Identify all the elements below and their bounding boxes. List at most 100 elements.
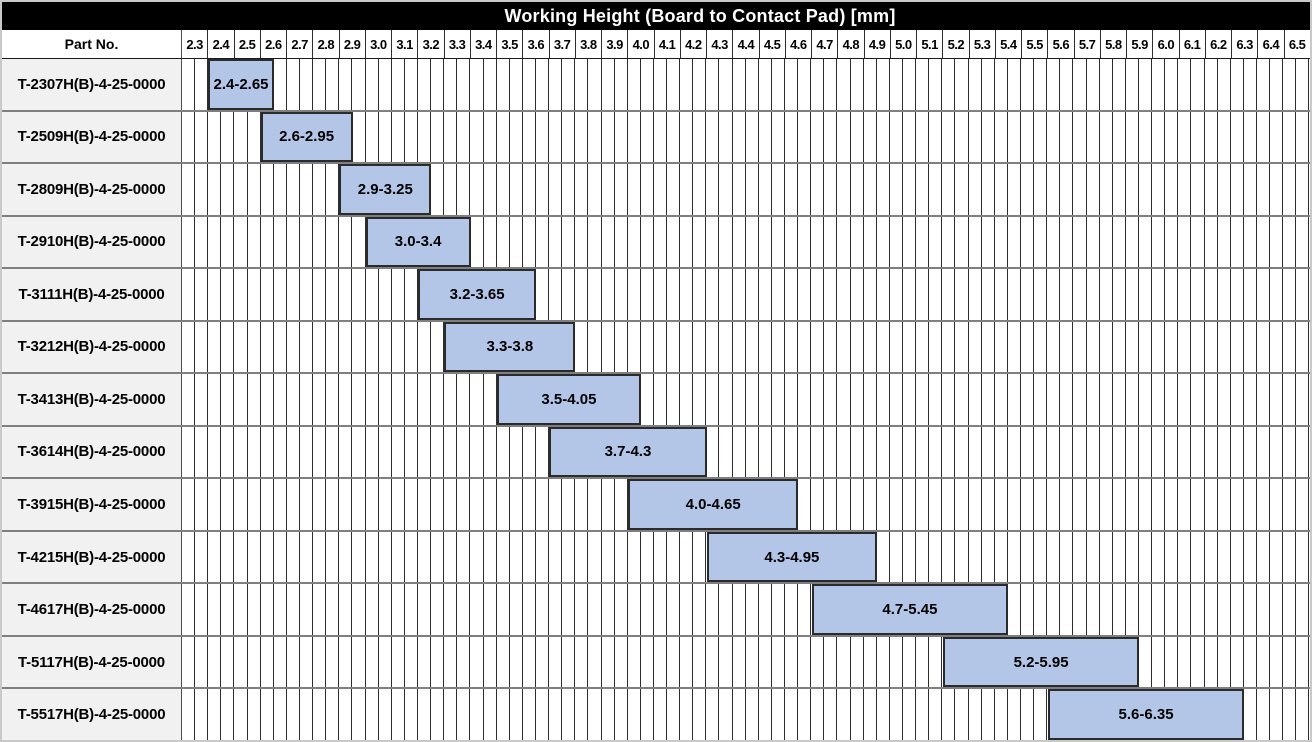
grid-cell (1087, 479, 1100, 530)
grid-cell (313, 164, 327, 215)
grid-cell (1231, 426, 1244, 478)
grid-cell (746, 111, 759, 163)
grid-cell (575, 321, 589, 373)
grid-cell (680, 689, 694, 740)
grid-cell (654, 164, 668, 215)
grid-cell (221, 269, 235, 320)
grid-cell (366, 321, 379, 373)
grid-cell (1139, 164, 1153, 215)
grid-cell (1191, 426, 1205, 478)
grid-cell (969, 374, 982, 425)
grid-cell (562, 636, 576, 688)
grid-cell (1270, 374, 1284, 425)
grid-cell (182, 584, 196, 635)
grid-cell (1296, 584, 1310, 635)
grid-cell (1113, 59, 1126, 110)
tick-label-5.1: 5.1 (917, 30, 944, 58)
grid-cell (628, 584, 641, 635)
tick-label-4.9: 4.9 (865, 30, 891, 58)
grid-cell (759, 426, 772, 478)
grid-cell (379, 636, 392, 688)
grid-cell (942, 164, 956, 215)
grid-cell (497, 59, 510, 110)
grid-cell (1270, 164, 1284, 215)
grid-cell (1113, 164, 1126, 215)
grid-cell (1060, 111, 1074, 163)
row-grid: 5.2-5.95 (182, 636, 1310, 688)
grid-cell (195, 374, 209, 425)
grid-cell (405, 321, 418, 373)
grid-cell (1073, 111, 1087, 163)
grid-cell (208, 479, 222, 530)
grid-cell (903, 479, 917, 530)
grid-cell (392, 479, 405, 530)
grid-cell (444, 689, 458, 740)
grid-cell (575, 216, 589, 268)
grid-cell (667, 111, 681, 163)
grid-cell (523, 584, 536, 635)
grid-cell (1205, 111, 1218, 163)
grid-cell (1034, 59, 1048, 110)
grid-cell (1296, 269, 1310, 320)
grid-cell (995, 59, 1008, 110)
grid-cell (549, 479, 563, 530)
grid-cell (969, 111, 982, 163)
grid-cell (641, 269, 654, 320)
grid-cell (1296, 374, 1310, 425)
grid-cell (667, 636, 681, 688)
grid-cell (588, 479, 602, 530)
grid-cell (274, 216, 287, 268)
grid-cell (615, 531, 628, 583)
grid-cell (602, 479, 615, 530)
grid-cell (733, 636, 746, 688)
grid-cell (536, 636, 550, 688)
tick-label-5.4: 5.4 (996, 30, 1022, 58)
grid-cell (248, 531, 261, 583)
grid-cell (680, 59, 694, 110)
grid-cell (1231, 59, 1244, 110)
grid-cell (837, 111, 851, 163)
grid-cell (837, 59, 851, 110)
grid-cell (366, 111, 379, 163)
grid-cell (470, 111, 484, 163)
grid-cell (602, 321, 615, 373)
grid-cell (300, 59, 314, 110)
grid-cell (798, 479, 812, 530)
grid-cell (667, 59, 681, 110)
grid-cell (1021, 531, 1035, 583)
grid-cell (405, 269, 418, 320)
grid-cell (523, 479, 536, 530)
grid-cell (955, 321, 969, 373)
grid-cell (470, 374, 484, 425)
grid-cell (1218, 636, 1231, 688)
grid-cell (1165, 59, 1179, 110)
grid-cell (248, 321, 261, 373)
grid-cell (431, 164, 445, 215)
grid-cell (1257, 374, 1271, 425)
grid-cell (837, 269, 851, 320)
grid-cell (313, 479, 327, 530)
grid-cell (746, 636, 759, 688)
grid-cell (851, 269, 864, 320)
range-bar: 3.0-3.4 (365, 216, 471, 268)
grid-cell (969, 479, 982, 530)
tick-label-6.4: 6.4 (1258, 30, 1285, 58)
grid-cell (326, 164, 340, 215)
grid-cell (405, 479, 418, 530)
grid-cell (1257, 321, 1271, 373)
grid-cell (1283, 636, 1297, 688)
grid-cell (746, 689, 759, 740)
tick-label-2.7: 2.7 (287, 30, 314, 58)
grid-cell (1205, 584, 1218, 635)
grid-cell (208, 531, 222, 583)
grid-cell (457, 111, 471, 163)
grid-cell (510, 164, 523, 215)
grid-cell (588, 111, 602, 163)
grid-cell (798, 321, 812, 373)
grid-cell (719, 584, 733, 635)
grid-cell (1152, 426, 1166, 478)
grid-cell (510, 59, 523, 110)
grid-cell (1257, 269, 1271, 320)
grid-cell (549, 269, 563, 320)
grid-cell (444, 426, 458, 478)
